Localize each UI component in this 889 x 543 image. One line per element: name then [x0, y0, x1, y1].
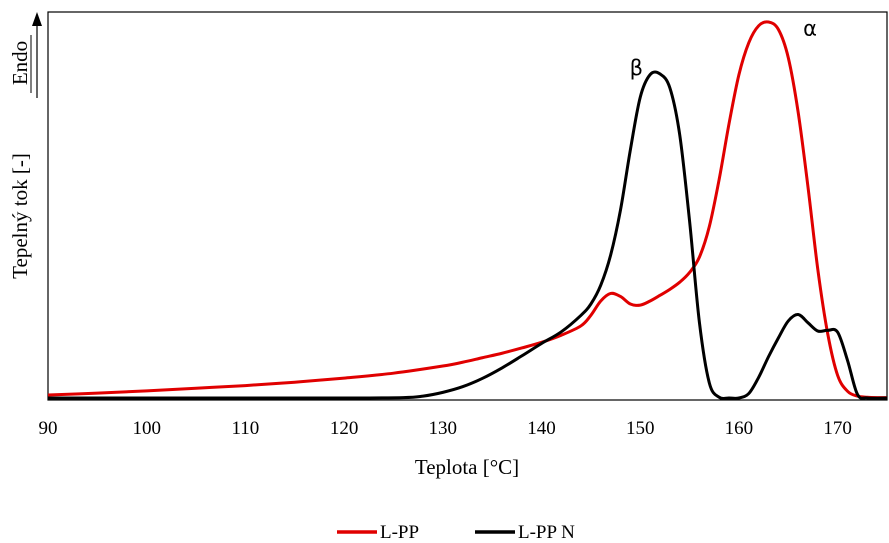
endo-arrow-head — [32, 12, 42, 26]
y-axis-title-group: Tepelný tok [-] Endo — [8, 12, 42, 279]
y-axis-title: Tepelný tok [-] — [8, 153, 32, 279]
series-line-l-pp — [47, 20, 888, 400]
x-tick-label: 100 — [132, 418, 161, 439]
y-axis-direction-label: Endo — [8, 41, 32, 85]
x-tick-label: 170 — [823, 418, 852, 439]
x-tick-label: 120 — [330, 418, 359, 439]
x-tick-label: 150 — [626, 418, 655, 439]
series-line-l-pp-n — [48, 70, 888, 401]
legend: L-PP L-PP N — [337, 522, 575, 543]
legend-label-l-pp-n: L-PP N — [518, 522, 575, 543]
plot-area: β α — [47, 11, 888, 401]
beta-peak-label: β — [630, 56, 643, 80]
x-tick-label: 110 — [232, 418, 260, 439]
alpha-peak-label: α — [803, 16, 817, 40]
x-tick-label: 140 — [527, 418, 556, 439]
x-tick-label: 90 — [39, 418, 58, 439]
legend-label-l-pp: L-PP — [380, 522, 419, 543]
series-layer — [47, 20, 888, 401]
x-tick-label: 130 — [429, 418, 458, 439]
x-tick-label: 160 — [725, 418, 754, 439]
x-axis-ticks: 90 100 110 120 130 140 150 160 170 — [39, 418, 852, 439]
plot-frame — [47, 11, 888, 401]
annotations: β α — [630, 16, 817, 80]
x-axis-title: Teplota [°C] — [415, 455, 519, 479]
